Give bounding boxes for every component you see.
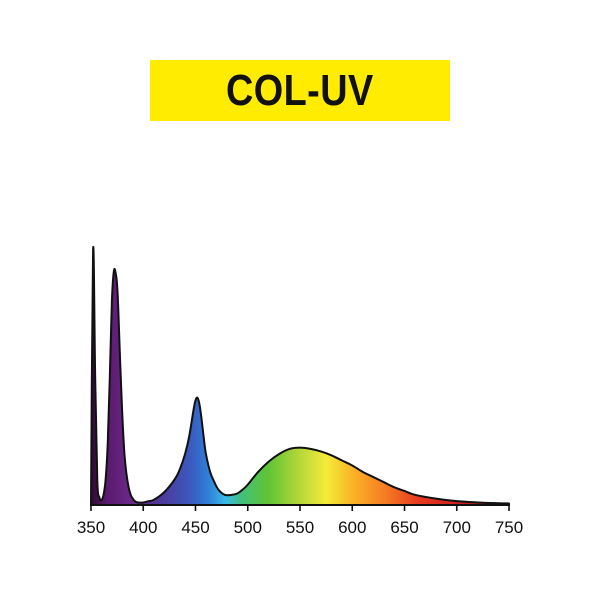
- x-tick-label: 700: [443, 518, 471, 537]
- x-tick-label: 650: [390, 518, 418, 537]
- x-tick-label: 450: [181, 518, 209, 537]
- x-tick-label: 600: [338, 518, 366, 537]
- spectrum-area: [90, 246, 510, 506]
- x-axis-ticks: 350 400 450 500 550 600 650 700 750: [77, 505, 523, 537]
- page-title: COL-UV: [226, 65, 374, 115]
- x-tick-label: 350: [77, 518, 105, 537]
- x-tick-label: 750: [495, 518, 523, 537]
- x-tick-label: 400: [129, 518, 157, 537]
- title-banner: COL-UV: [150, 60, 450, 121]
- x-tick-label: 550: [286, 518, 314, 537]
- x-tick-label: 500: [234, 518, 262, 537]
